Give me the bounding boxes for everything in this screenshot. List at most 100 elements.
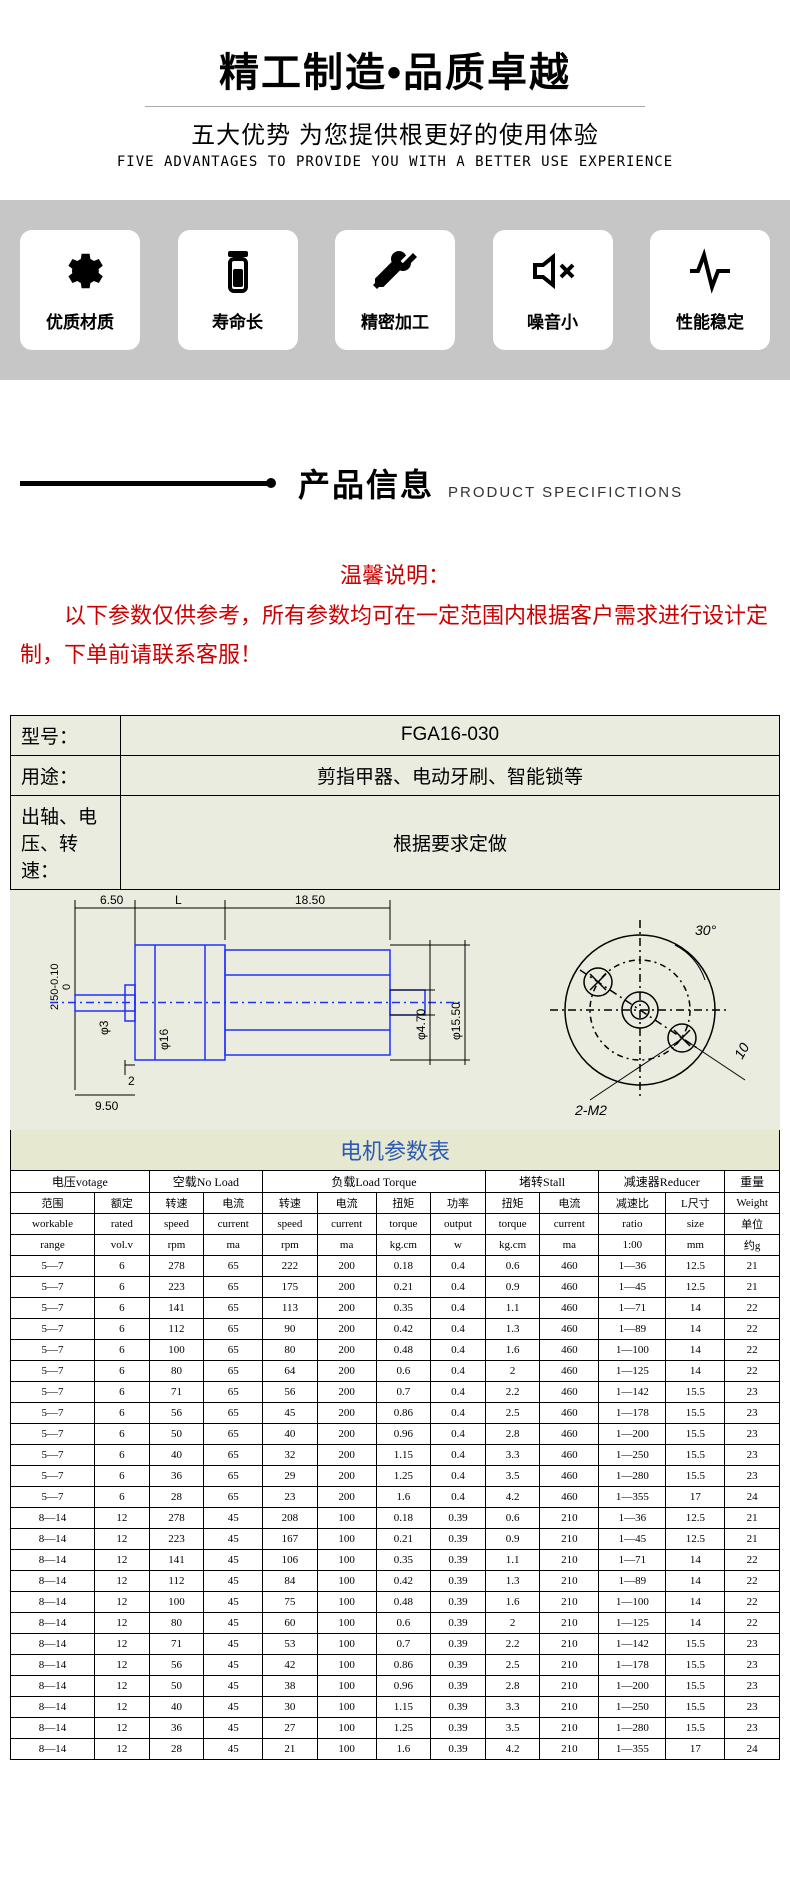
param-cell: 60 <box>263 1612 318 1633</box>
param-cell: 1—36 <box>599 1507 666 1528</box>
param-row: 8—1412141451061000.350.391.12101—711422 <box>11 1549 780 1570</box>
param-sub-header: rpm <box>149 1234 204 1255</box>
param-cell: 65 <box>204 1318 263 1339</box>
param-cell: 6 <box>95 1297 150 1318</box>
param-sub-header: size <box>666 1213 725 1234</box>
param-cell: 200 <box>317 1486 376 1507</box>
param-cell: 23 <box>725 1675 780 1696</box>
param-cell: 15.5 <box>666 1465 725 1486</box>
param-cell: 200 <box>317 1255 376 1276</box>
param-cell: 141 <box>149 1549 204 1570</box>
param-cell: 1—280 <box>599 1717 666 1738</box>
param-sub-header: 范围 <box>11 1192 95 1213</box>
drawing-end-view: 30° 2-M2 10 <box>520 890 780 1130</box>
param-row: 5—7611265902000.420.41.34601—891422 <box>11 1318 780 1339</box>
param-cell: 65 <box>204 1486 263 1507</box>
feature-card-label: 优质材质 <box>46 308 114 333</box>
gear-icon <box>56 247 104 300</box>
svg-text:L: L <box>175 893 182 907</box>
param-cell: 1—100 <box>599 1339 666 1360</box>
param-cell: 90 <box>263 1318 318 1339</box>
param-cell: 0.39 <box>431 1549 486 1570</box>
param-cell: 100 <box>317 1528 376 1549</box>
feature-card: 性能稳定 <box>650 230 770 350</box>
param-cell: 38 <box>263 1675 318 1696</box>
param-cell: 65 <box>204 1465 263 1486</box>
param-cell: 65 <box>204 1276 263 1297</box>
param-row: 8—1412278452081000.180.390.62101—3612.52… <box>11 1507 780 1528</box>
param-sub-header: w <box>431 1234 486 1255</box>
param-cell: 100 <box>317 1738 376 1759</box>
svg-text:10: 10 <box>731 1040 753 1062</box>
param-cell: 210 <box>540 1612 599 1633</box>
param-sub-header: output <box>431 1213 486 1234</box>
param-cell: 12 <box>95 1507 150 1528</box>
param-cell: 1—71 <box>599 1297 666 1318</box>
info-row: 用途：剪指甲器、电动牙刷、智能锁等 <box>11 755 780 795</box>
param-cell: 2.2 <box>485 1381 540 1402</box>
param-cell: 22 <box>725 1570 780 1591</box>
param-cell: 14 <box>666 1570 725 1591</box>
param-cell: 15.5 <box>666 1696 725 1717</box>
param-cell: 100 <box>317 1633 376 1654</box>
param-cell: 22 <box>725 1318 780 1339</box>
param-cell: 2.8 <box>485 1675 540 1696</box>
param-cell: 0.9 <box>485 1528 540 1549</box>
param-cell: 0.86 <box>376 1654 431 1675</box>
param-cell: 0.96 <box>376 1423 431 1444</box>
feature-card: 噪音小 <box>493 230 613 350</box>
param-cell: 12 <box>95 1654 150 1675</box>
param-cell: 0.7 <box>376 1381 431 1402</box>
param-cell: 278 <box>149 1507 204 1528</box>
param-cell: 0.4 <box>431 1486 486 1507</box>
param-cell: 460 <box>540 1402 599 1423</box>
param-cell: 1—125 <box>599 1360 666 1381</box>
param-cell: 8—14 <box>11 1591 95 1612</box>
param-cell: 65 <box>204 1381 263 1402</box>
param-cell: 0.39 <box>431 1612 486 1633</box>
info-row: 出轴、电压、转速：根据要求定做 <box>11 795 780 889</box>
param-cell: 12 <box>95 1528 150 1549</box>
param-cell: 12.5 <box>666 1507 725 1528</box>
param-row: 5—76223651752000.210.40.94601—4512.521 <box>11 1276 780 1297</box>
info-key: 用途： <box>11 755 121 795</box>
param-cell: 0.4 <box>431 1423 486 1444</box>
param-cell: 65 <box>204 1360 263 1381</box>
param-cell: 1.15 <box>376 1696 431 1717</box>
param-cell: 200 <box>317 1423 376 1444</box>
param-row: 5—762865232001.60.44.24601—3551724 <box>11 1486 780 1507</box>
param-cell: 15.5 <box>666 1675 725 1696</box>
banner-separator <box>145 106 645 107</box>
param-cell: 0.39 <box>431 1570 486 1591</box>
param-cell: 0.9 <box>485 1276 540 1297</box>
param-sub-header: 扭矩 <box>485 1192 540 1213</box>
param-row: 8—14125645421000.860.392.52101—17815.523 <box>11 1654 780 1675</box>
param-sub-header: L尺寸 <box>666 1192 725 1213</box>
param-cell: 6 <box>95 1444 150 1465</box>
param-cell: 100 <box>317 1675 376 1696</box>
tools-icon <box>371 247 419 300</box>
param-cell: 5—7 <box>11 1486 95 1507</box>
param-cell: 6 <box>95 1276 150 1297</box>
param-cell: 45 <box>204 1507 263 1528</box>
param-sub-header: 电流 <box>204 1192 263 1213</box>
param-cell: 5—7 <box>11 1381 95 1402</box>
param-cell: 28 <box>149 1486 204 1507</box>
param-cell: 15.5 <box>666 1444 725 1465</box>
svg-text:φ3: φ3 <box>97 1020 111 1035</box>
param-cell: 210 <box>540 1654 599 1675</box>
param-cell: 1.15 <box>376 1444 431 1465</box>
param-cell: 65 <box>204 1444 263 1465</box>
param-cell: 22 <box>725 1297 780 1318</box>
param-cell: 5—7 <box>11 1360 95 1381</box>
param-cell: 1.1 <box>485 1297 540 1318</box>
param-cell: 460 <box>540 1486 599 1507</box>
param-row: 8—14128045601000.60.3922101—1251422 <box>11 1612 780 1633</box>
param-cell: 14 <box>666 1339 725 1360</box>
param-cell: 113 <box>263 1297 318 1318</box>
param-sub-header: current <box>540 1213 599 1234</box>
param-cell: 22 <box>725 1339 780 1360</box>
param-cell: 1—200 <box>599 1423 666 1444</box>
param-cell: 1—250 <box>599 1444 666 1465</box>
feature-card: 寿命长 <box>178 230 298 350</box>
